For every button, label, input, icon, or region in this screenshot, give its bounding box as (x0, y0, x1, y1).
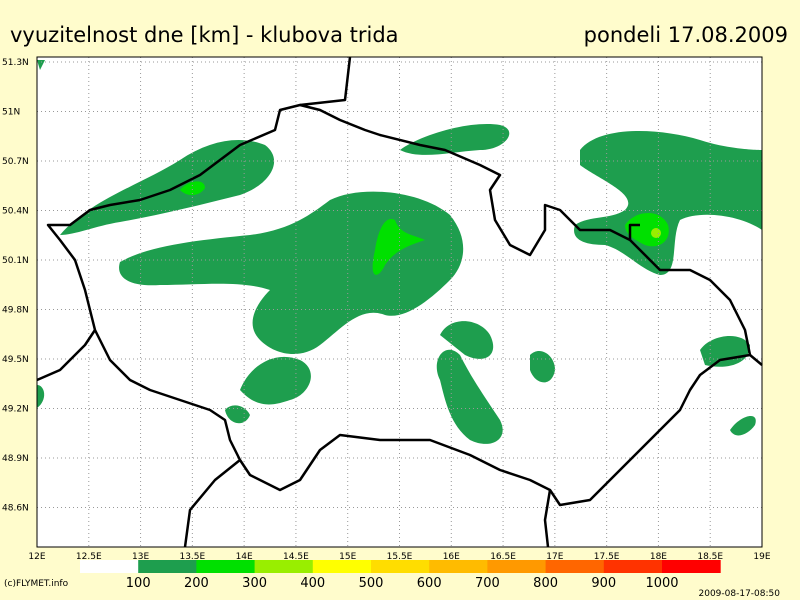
legend-swatch (196, 560, 256, 573)
coverage-area (530, 350, 555, 383)
coverage-area (625, 212, 669, 247)
lat-label: 49.8N (2, 306, 29, 316)
legend-swatch (545, 560, 605, 573)
legend-swatch (662, 560, 721, 573)
coverage-peak (651, 228, 661, 238)
country-border (36, 329, 97, 382)
legend-swatch (371, 560, 430, 573)
legend-swatch (487, 560, 547, 573)
lon-label: 19E (753, 552, 770, 562)
lat-label: 51.3N (2, 58, 29, 68)
lon-label: 16.5E (490, 552, 516, 562)
lon-label: 18.5E (697, 552, 723, 562)
legend-swatch (80, 560, 139, 573)
coverage-area (730, 415, 756, 436)
country-border (628, 223, 640, 240)
legend-swatch (429, 560, 488, 573)
lat-label: 51N (2, 108, 20, 118)
coverage-area (119, 191, 464, 355)
legend-label: 100 (126, 576, 151, 591)
lon-label: 16E (443, 552, 460, 562)
legend-swatch (603, 560, 663, 573)
legend-label: 800 (533, 576, 558, 591)
lon-label: 13.5E (179, 552, 205, 562)
lon-label: 12.5E (76, 552, 102, 562)
lat-label: 48.9N (2, 454, 29, 464)
lon-label: 12E (28, 552, 45, 562)
coverage-area (37, 60, 45, 70)
legend-swatch (254, 560, 314, 573)
legend-label: 500 (359, 576, 384, 591)
lat-label: 48.6N (2, 504, 29, 514)
lon-label: 17E (546, 552, 563, 562)
lat-label: 50.4N (2, 207, 29, 217)
coverage-area (60, 140, 275, 235)
coverage-area (440, 321, 494, 359)
country-border (183, 459, 241, 548)
legend-label: 300 (242, 576, 267, 591)
borders (36, 56, 763, 548)
lon-label: 13E (132, 552, 149, 562)
lat-label: 50.1N (2, 256, 29, 266)
timestamp: 2009-08-17-08:50 (699, 589, 781, 599)
coverage-area (574, 130, 762, 275)
lon-label: 17.5E (594, 552, 620, 562)
country-border (543, 489, 552, 548)
legend-label: 200 (184, 576, 209, 591)
coverage-area (37, 385, 45, 408)
date: pondeli 17.08.2009 (584, 23, 788, 47)
lon-label: 14E (236, 552, 253, 562)
lat-label: 49.2N (2, 405, 29, 415)
lat-label: 49.5N (2, 355, 29, 365)
country-border (299, 56, 352, 107)
lon-label: 15.5E (387, 552, 413, 562)
lon-label: 18E (650, 552, 667, 562)
coverage (37, 60, 762, 444)
legend: 100 200 300 400 500 600 700 800 900 1000 (80, 560, 721, 591)
legend-swatch (138, 560, 197, 573)
coverage-area (372, 219, 425, 275)
legend-label: 1000 (645, 576, 678, 591)
lon-label: 15E (339, 552, 356, 562)
coverage-area (180, 181, 205, 196)
legend-label: 600 (417, 576, 442, 591)
legend-label: 900 (591, 576, 616, 591)
lon-label: 14.5E (283, 552, 309, 562)
legend-label: 700 (475, 576, 500, 591)
country-border (46, 103, 752, 507)
coverage-area (240, 356, 311, 405)
map-frame (36, 56, 763, 548)
credit: (c)FLYMET.info (4, 579, 69, 589)
coverage-high (180, 181, 669, 275)
country-border (749, 354, 763, 366)
legend-swatch (312, 560, 372, 573)
legend-label: 400 (300, 576, 325, 591)
lat-label: 50.7N (2, 157, 29, 167)
coverage-area (436, 349, 503, 444)
title: vyuzitelnost dne [km] - klubova trida (10, 23, 399, 47)
